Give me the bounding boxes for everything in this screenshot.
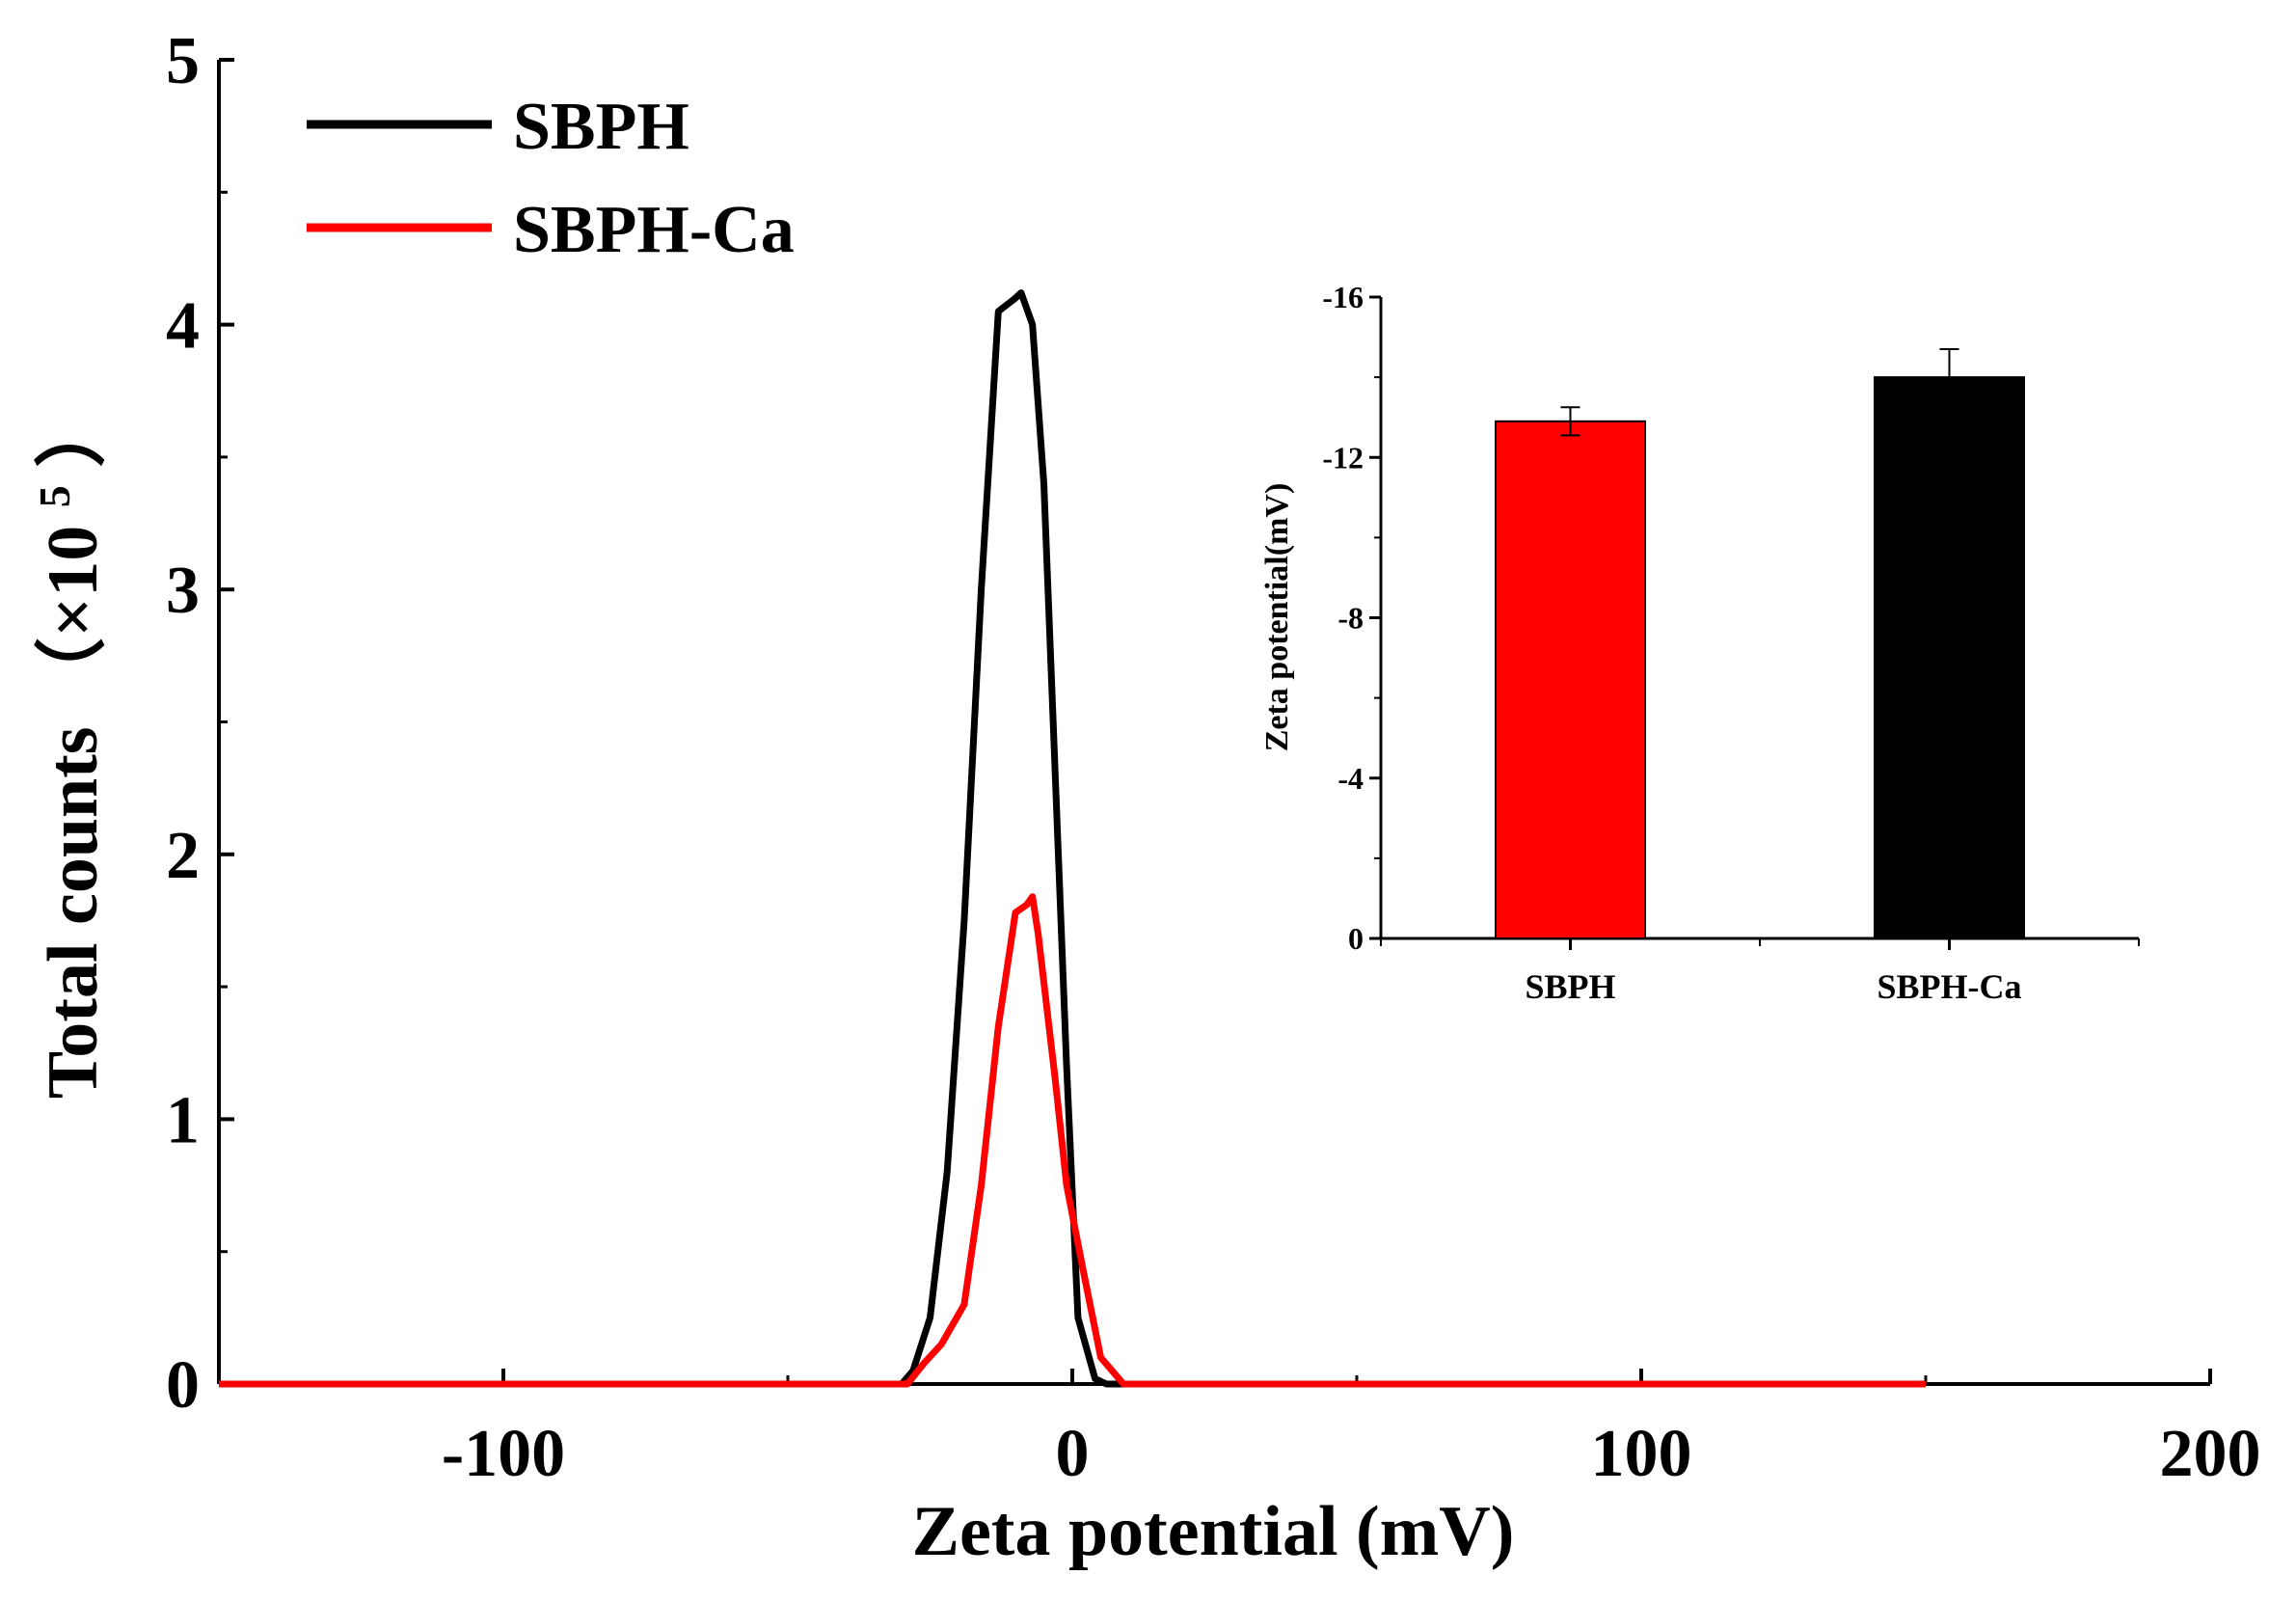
y-axis-label-unit: （×10 xyxy=(34,526,113,709)
legend-label-sbph-ca: SBPH-Ca xyxy=(513,193,795,267)
y-axis-label-close: ） xyxy=(34,396,113,468)
y-axis-label-main: Total counts xyxy=(34,726,113,1099)
inset-y-tick-label: -16 xyxy=(1322,280,1364,314)
x-tick-label: 100 xyxy=(1591,1417,1692,1491)
y-axis-label: Total counts （×10 5 ） xyxy=(7,396,113,1100)
inset-bar-sbph xyxy=(1495,420,1646,939)
inset-y-tick-label: -12 xyxy=(1322,440,1364,475)
y-tick-label: 1 xyxy=(166,1083,200,1157)
inset-bar-chart: 0 -4 -8 -12 -16 SBPH SBPH-Ca xyxy=(1322,280,2140,1006)
y-tick-label: 3 xyxy=(166,554,200,628)
y-tick-label: 5 xyxy=(166,24,200,98)
inset-x-tick-label: SBPH-Ca xyxy=(1877,967,2021,1006)
inset-y-tick-label: -4 xyxy=(1337,761,1364,796)
inset-x-tick-label: SBPH xyxy=(1525,967,1615,1006)
y-tick-label: 4 xyxy=(166,289,200,364)
y-tick-label: 2 xyxy=(166,819,200,893)
legend: SBPH SBPH-Ca xyxy=(307,90,795,267)
legend-label-sbph: SBPH xyxy=(513,90,689,164)
inset-y-axis-label: Zeta potential(mV) xyxy=(1259,483,1295,752)
y-tick-label: 0 xyxy=(166,1348,200,1423)
x-tick-label: 200 xyxy=(2160,1417,2261,1491)
series-line-sbph-ca xyxy=(219,893,1926,1388)
inset-y-tick-label: 0 xyxy=(1348,921,1364,956)
x-tick-label: 0 xyxy=(1056,1417,1090,1491)
x-axis-label: Zeta potential (mV) xyxy=(912,1492,1515,1571)
x-tick-label: -100 xyxy=(442,1417,565,1491)
y-axis-label-exponent: 5 xyxy=(30,485,79,507)
inset-y-tick-label: -8 xyxy=(1337,601,1364,636)
series-line-sbph xyxy=(219,289,1926,1388)
inset-bar-sbph-ca xyxy=(1874,376,2025,939)
main-plot-area: 0 1 2 3 4 5 -100 0 100 200 xyxy=(166,24,2261,1491)
